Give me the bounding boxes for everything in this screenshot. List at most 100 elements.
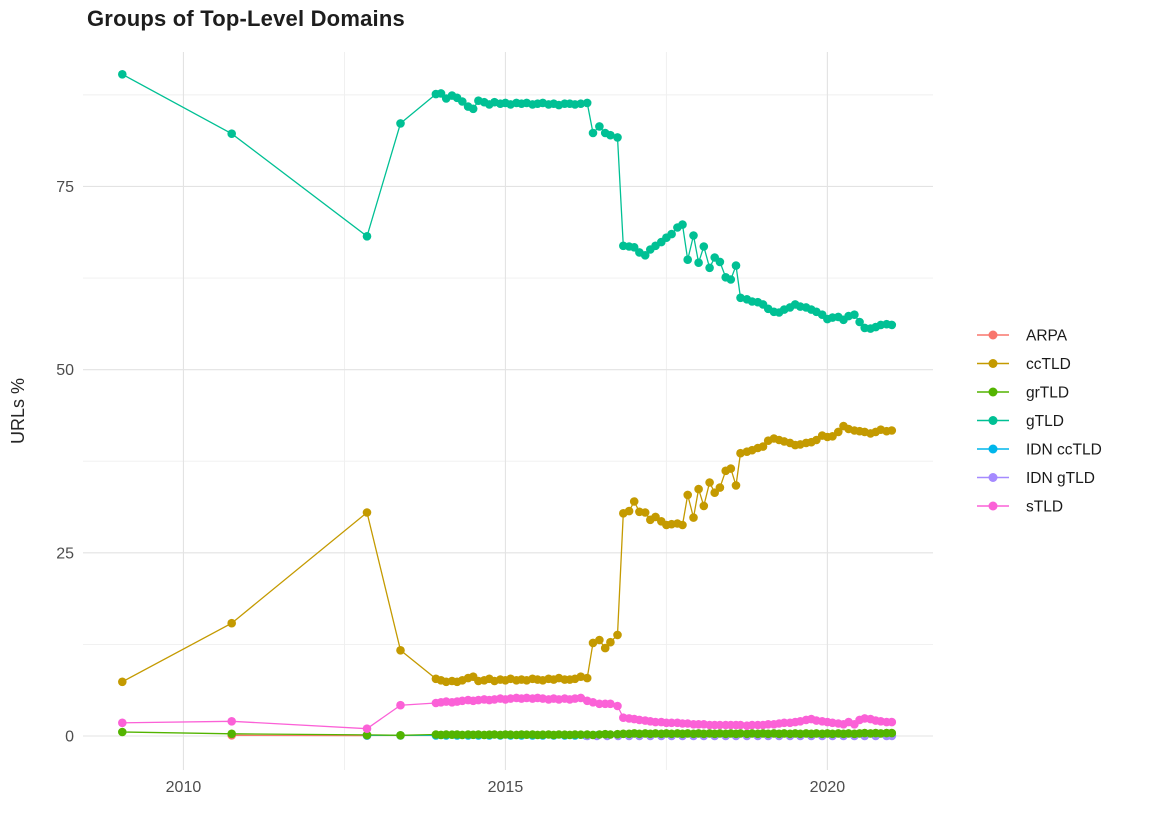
data-point: [227, 129, 236, 138]
data-point: [683, 255, 692, 264]
legend-label: grTLD: [1026, 385, 1069, 402]
data-point: [715, 257, 725, 267]
data-point: [629, 497, 639, 506]
data-point: [887, 728, 897, 738]
data-point: [227, 729, 236, 739]
legend-item-cctld: ccTLD: [977, 356, 1071, 373]
x-tick-label: 2015: [488, 779, 524, 796]
legend-key-point: [988, 416, 998, 425]
data-point: [834, 427, 843, 437]
gridlines-minor: [83, 52, 933, 770]
y-axis-title: URLs %: [8, 378, 28, 444]
legend-item-grtld: grTLD: [977, 385, 1069, 402]
data-point: [624, 506, 634, 516]
data-point: [694, 258, 703, 268]
gridlines-major: [83, 52, 933, 770]
data-point: [227, 717, 236, 726]
data-point: [736, 729, 745, 738]
data-point: [118, 718, 127, 728]
legend-item-arpa: ARPA: [977, 328, 1068, 345]
data-point: [699, 242, 709, 251]
data-point: [576, 99, 586, 108]
data-point: [118, 727, 127, 737]
data-point: [606, 699, 615, 709]
data-point: [362, 508, 372, 517]
data-point: [576, 693, 586, 703]
data-point: [118, 70, 127, 79]
legend-label: IDN gTLD: [1026, 470, 1095, 487]
data-point: [606, 730, 615, 739]
data-point: [731, 261, 741, 270]
data-point: [595, 635, 604, 645]
data-point: [731, 481, 741, 490]
data-point: [699, 501, 709, 511]
data-point: [683, 490, 692, 500]
data-point: [887, 717, 897, 727]
data-point: [678, 220, 687, 229]
legend-key-point: [988, 387, 998, 397]
data-point: [726, 464, 736, 473]
data-point: [606, 130, 615, 140]
data-point: [588, 730, 598, 740]
legend-key-point: [988, 330, 998, 340]
data-point: [396, 731, 405, 740]
y-tick-label: 0: [65, 729, 74, 746]
data-point: [362, 724, 372, 733]
series-line: [121, 425, 892, 683]
x-tick-label: 2010: [166, 779, 202, 796]
legend-item-stld: sTLD: [977, 499, 1063, 516]
series-gtld: [118, 70, 897, 333]
data-point: [705, 478, 714, 487]
data-point: [726, 275, 736, 284]
y-tick-label: 75: [56, 179, 74, 196]
data-point: [582, 673, 592, 683]
series-line: [121, 73, 892, 330]
data-point: [640, 251, 650, 260]
legend-label: gTLD: [1026, 413, 1064, 430]
data-point: [887, 320, 897, 330]
data-point: [855, 317, 864, 327]
data-point: [613, 133, 622, 142]
data-point: [468, 104, 478, 114]
data-point: [667, 229, 676, 239]
legend-label: ARPA: [1026, 328, 1068, 345]
data-point: [613, 630, 622, 640]
data-point: [850, 310, 859, 320]
data-point: [887, 426, 897, 435]
y-tick-label: 25: [56, 545, 74, 562]
data-point: [736, 720, 745, 730]
legend-key-point: [988, 501, 998, 511]
data-point: [694, 484, 703, 494]
data-point: [595, 122, 604, 131]
chart-title: Groups of Top-Level Domains: [87, 6, 405, 31]
y-tick-label: 50: [56, 362, 74, 379]
data-point: [606, 637, 615, 647]
legend-key-point: [988, 444, 998, 454]
data-point: [396, 700, 405, 710]
data-point: [588, 638, 598, 648]
data-point: [458, 97, 467, 106]
legend-label: IDN ccTLD: [1026, 442, 1102, 459]
data-point: [588, 128, 598, 138]
data-point: [576, 730, 586, 739]
data-point: [689, 513, 698, 522]
legend-key-point: [988, 359, 998, 368]
series-stld: [118, 693, 897, 733]
data-point: [362, 730, 372, 740]
data-point: [582, 98, 592, 108]
data-point: [600, 643, 610, 653]
data-point: [758, 442, 768, 451]
data-point: [396, 646, 405, 655]
data-point: [227, 618, 236, 628]
legend-item-gtld: gTLD: [977, 413, 1064, 430]
x-tick-label: 2020: [810, 779, 846, 796]
data-point: [118, 677, 127, 687]
data-point: [576, 672, 586, 681]
data-point: [689, 231, 698, 240]
data-point: [613, 701, 622, 711]
data-point: [715, 483, 725, 492]
axis-ticks: 0 25 50 75 2010 2015 2020: [56, 179, 845, 796]
legend-item-idn-cctld: IDN ccTLD: [977, 442, 1102, 459]
series-arpa: [227, 731, 372, 740]
